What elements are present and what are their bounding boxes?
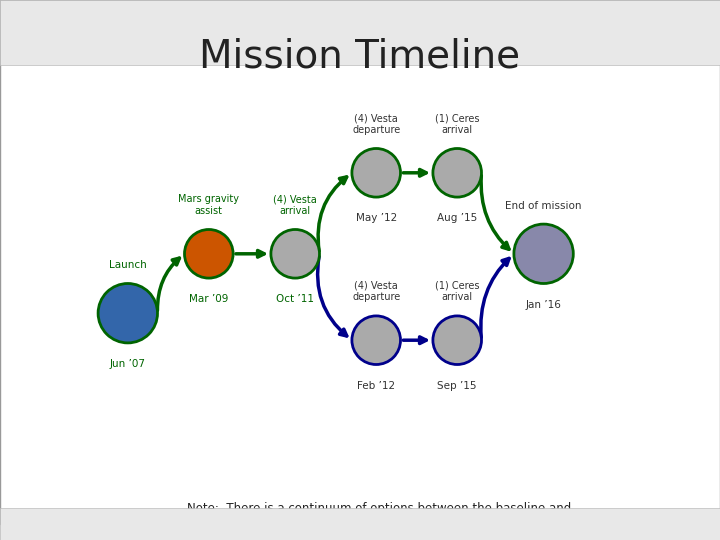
Text: Minimum mission shown in blue: Minimum mission shown in blue	[112, 49, 336, 62]
Text: Mars gravity
assist: Mars gravity assist	[179, 194, 239, 216]
Text: Mission Timeline: Mission Timeline	[199, 38, 521, 76]
Text: Launch: Launch	[109, 260, 147, 270]
Circle shape	[352, 148, 400, 197]
Text: (1) Ceres
arrival: (1) Ceres arrival	[435, 113, 480, 135]
Text: Jan ’16: Jan ’16	[526, 300, 562, 310]
Text: Oct ’11: Oct ’11	[276, 294, 314, 305]
Circle shape	[271, 230, 320, 278]
Text: Baseline mission shown in green: Baseline mission shown in green	[112, 16, 341, 29]
Circle shape	[514, 224, 573, 284]
Circle shape	[352, 316, 400, 364]
Text: End of mission: End of mission	[505, 200, 582, 211]
Text: Feb ’12: Feb ’12	[357, 381, 395, 391]
Text: (1) Ceres
arrival: (1) Ceres arrival	[435, 281, 480, 302]
Circle shape	[184, 230, 233, 278]
Text: Sep ’15: Sep ’15	[438, 381, 477, 391]
Circle shape	[98, 284, 158, 343]
Text: Mar ’09: Mar ’09	[189, 294, 228, 305]
Text: May ’12: May ’12	[356, 213, 397, 224]
Text: 19: 19	[101, 518, 117, 531]
Text: (4) Vesta
departure: (4) Vesta departure	[352, 113, 400, 135]
Text: (4) Vesta
arrival: (4) Vesta arrival	[274, 194, 317, 216]
Circle shape	[433, 148, 482, 197]
Text: (4) Vesta
departure: (4) Vesta departure	[352, 281, 400, 302]
Circle shape	[433, 316, 482, 364]
Text: Aug ’15: Aug ’15	[437, 213, 477, 224]
Text: Note:  There is a continuum of options between the baseline and
minimum, varying: Note: There is a continuum of options be…	[187, 502, 598, 530]
Text: Jun ’07: Jun ’07	[110, 359, 145, 369]
